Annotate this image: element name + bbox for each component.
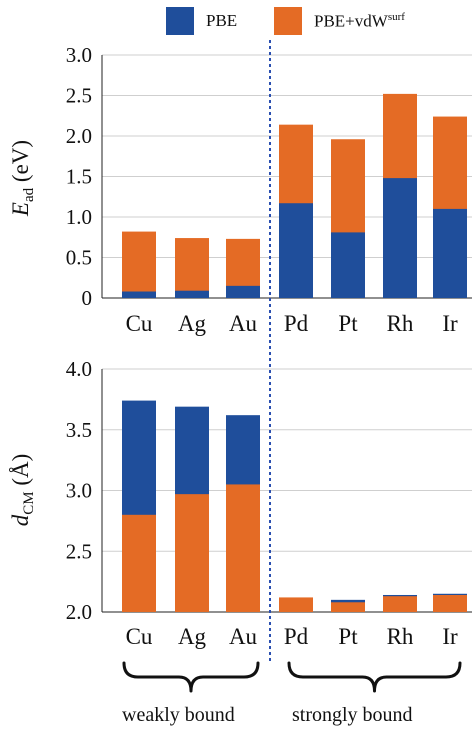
- y-tick-label: 4.0: [66, 357, 92, 381]
- group-label-weak: weakly bound: [122, 704, 235, 726]
- bar-vdw: [122, 514, 156, 612]
- bar-vdw: [122, 231, 156, 298]
- x-tick-label: Au: [229, 311, 258, 336]
- brace-strong: [287, 661, 462, 693]
- legend-label-vdw: PBE+vdWsurf: [314, 11, 405, 32]
- x-tick-label: Au: [229, 624, 258, 649]
- bar-vdw: [226, 484, 260, 612]
- y-tick-label: 2.0: [66, 600, 92, 624]
- x-tick-label: Pt: [338, 624, 358, 649]
- legend-label-vdw-main: PBE+vdW: [314, 11, 388, 31]
- x-tick-label: Rh: [387, 311, 414, 336]
- x-tick-label: Cu: [126, 311, 153, 336]
- legend-swatch-vdw: [274, 7, 302, 35]
- legend-label-vdw-sup: surf: [387, 10, 405, 23]
- bar-pbe: [279, 203, 313, 298]
- x-tick-label: Pd: [284, 311, 309, 336]
- legend-item-pbe: PBE: [166, 6, 237, 36]
- y-tick-label: 2.0: [66, 124, 92, 148]
- y-tick-label: 1.5: [66, 165, 92, 189]
- y-tick-label: 3.0: [66, 43, 92, 67]
- bar-pbe: [226, 285, 260, 298]
- brace-weak: [122, 661, 260, 693]
- x-tick-label: Ir: [442, 624, 458, 649]
- y-tick-label: 2.5: [66, 84, 92, 108]
- x-tick-label: Ag: [178, 624, 207, 649]
- bar-vdw: [175, 238, 209, 298]
- y-tick-label: 3.5: [66, 418, 92, 442]
- x-tick-label: Pd: [284, 624, 309, 649]
- bar-vdw: [279, 597, 313, 612]
- bar-pbe: [331, 232, 365, 298]
- y-tick-label: 1.0: [66, 205, 92, 229]
- y-axis-label: Ead (eV): [8, 140, 37, 217]
- group-label-strong: strongly bound: [292, 704, 413, 726]
- bar-vdw: [383, 596, 417, 612]
- bar-pbe: [433, 208, 467, 298]
- y-tick-label: 0.5: [66, 246, 92, 270]
- bar-pbe: [175, 290, 209, 298]
- bar-vdw: [433, 594, 467, 612]
- legend-item-vdw: PBE+vdWsurf: [274, 6, 405, 36]
- x-tick-label: Ir: [442, 311, 458, 336]
- bar-vdw: [331, 602, 365, 612]
- bar-pbe: [122, 291, 156, 298]
- x-tick-label: Cu: [126, 624, 153, 649]
- legend-swatch-pbe: [166, 7, 194, 35]
- y-tick-label: 0: [82, 286, 93, 310]
- x-tick-label: Pt: [338, 311, 358, 336]
- x-tick-label: Ag: [178, 311, 207, 336]
- y-tick-label: 3.0: [66, 479, 92, 503]
- bar-vdw: [175, 494, 209, 612]
- bar-pbe: [383, 178, 417, 298]
- y-axis-label: dCM (Å): [8, 454, 37, 527]
- x-tick-label: Rh: [387, 624, 414, 649]
- legend-label-pbe: PBE: [206, 11, 238, 30]
- y-tick-label: 2.5: [66, 539, 92, 563]
